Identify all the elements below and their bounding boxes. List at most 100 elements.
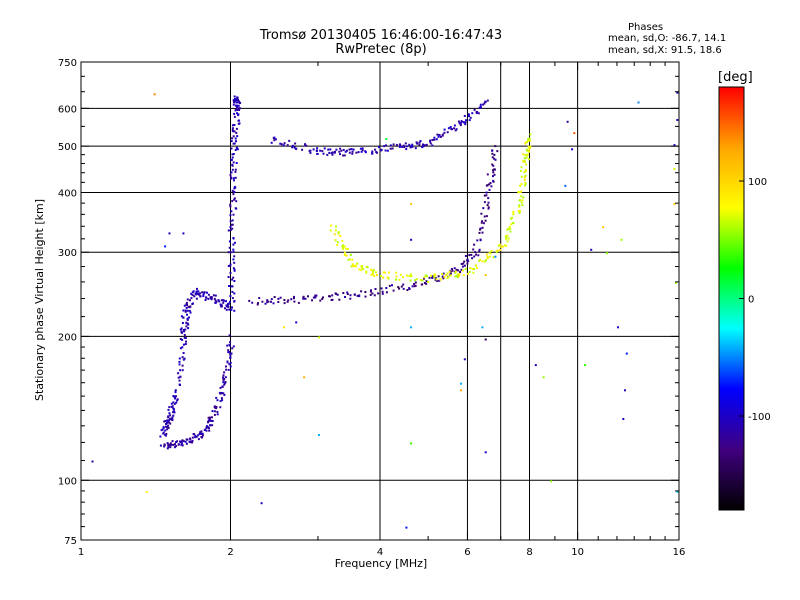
trace-point bbox=[228, 285, 230, 287]
trace-point bbox=[373, 294, 376, 297]
trace-point bbox=[423, 276, 426, 279]
trace-point bbox=[184, 343, 187, 345]
trace-point bbox=[210, 298, 213, 301]
trace-point bbox=[491, 152, 494, 155]
trace-point bbox=[235, 108, 238, 111]
trace-point bbox=[422, 145, 425, 148]
trace-point bbox=[505, 238, 508, 241]
trace-point bbox=[304, 144, 307, 147]
trace-point bbox=[172, 401, 175, 404]
trace-point bbox=[312, 148, 315, 151]
trace-point bbox=[229, 263, 232, 266]
trace-point bbox=[344, 247, 347, 250]
trace-point bbox=[400, 285, 403, 288]
trace-point bbox=[181, 364, 184, 367]
trace-point bbox=[382, 276, 385, 279]
trace-point bbox=[441, 273, 444, 276]
y-tick-label: 300 bbox=[58, 248, 77, 259]
trace-point bbox=[339, 235, 342, 237]
trace-point bbox=[333, 233, 336, 236]
trace-point bbox=[163, 420, 166, 423]
scatter-point bbox=[410, 442, 413, 445]
trace-point bbox=[457, 269, 460, 272]
trace-point bbox=[182, 316, 185, 319]
trace-point bbox=[225, 308, 228, 311]
trace-point bbox=[283, 302, 286, 305]
trace-point bbox=[524, 181, 527, 184]
trace-point bbox=[338, 150, 341, 153]
trace-point bbox=[459, 124, 462, 127]
trace-point bbox=[205, 429, 208, 432]
trace-point bbox=[312, 296, 315, 299]
chart-title: Tromsø 20130405 16:46:00-16:47:43 bbox=[259, 28, 503, 43]
trace-point bbox=[529, 146, 532, 149]
trace-point bbox=[194, 436, 197, 439]
trace-point bbox=[418, 141, 421, 144]
trace-point bbox=[261, 300, 264, 303]
trace-point bbox=[409, 146, 412, 149]
trace-point bbox=[229, 356, 232, 359]
trace-point bbox=[231, 130, 234, 133]
trace-point bbox=[389, 147, 392, 150]
trace-point bbox=[257, 302, 259, 305]
trace-point bbox=[166, 419, 169, 422]
trace-point bbox=[168, 412, 171, 415]
trace-point bbox=[520, 190, 523, 193]
trace-point bbox=[372, 270, 375, 273]
trace-point bbox=[451, 269, 454, 272]
trace-point bbox=[508, 226, 511, 229]
trace-point bbox=[410, 145, 412, 148]
trace-point bbox=[236, 96, 239, 99]
trace-point bbox=[169, 446, 172, 449]
trace-point bbox=[217, 299, 220, 302]
trace-point bbox=[166, 447, 169, 450]
trace-point bbox=[319, 299, 322, 302]
trace-point bbox=[227, 349, 230, 352]
scatter-point bbox=[410, 203, 413, 206]
trace-point bbox=[486, 257, 489, 260]
trace-point bbox=[203, 292, 206, 295]
trace-point bbox=[487, 197, 490, 200]
scatter-point bbox=[602, 226, 605, 229]
trace-point bbox=[293, 295, 295, 298]
trace-point bbox=[517, 191, 520, 194]
trace-point bbox=[402, 283, 405, 286]
trace-point bbox=[395, 271, 398, 274]
trace-point bbox=[521, 204, 524, 207]
trace-point bbox=[215, 407, 218, 410]
trace-point bbox=[229, 220, 232, 223]
trace-point bbox=[338, 298, 341, 301]
trace-point bbox=[164, 425, 167, 428]
scatter-point bbox=[673, 144, 676, 147]
trace-point bbox=[492, 175, 494, 178]
trace-point bbox=[297, 301, 300, 304]
trace-point bbox=[232, 213, 235, 216]
scatter-point bbox=[534, 364, 537, 367]
trace-point bbox=[509, 217, 512, 220]
trace-point bbox=[182, 440, 185, 443]
trace-point bbox=[211, 410, 214, 413]
trace-point bbox=[266, 299, 269, 302]
trace-point bbox=[183, 336, 186, 339]
trace-point bbox=[496, 150, 499, 153]
trace-point bbox=[523, 176, 526, 179]
trace-point bbox=[210, 296, 213, 298]
trace-point bbox=[179, 441, 182, 444]
trace-point bbox=[184, 440, 187, 443]
trace-point bbox=[421, 146, 424, 149]
trace-point bbox=[467, 272, 469, 275]
trace-point bbox=[482, 222, 485, 225]
trace-point bbox=[528, 137, 531, 140]
trace-point bbox=[201, 291, 204, 294]
trace-point bbox=[438, 134, 441, 137]
trace-point bbox=[282, 144, 285, 147]
trace-point bbox=[235, 99, 238, 102]
trace-point bbox=[231, 153, 234, 156]
trace-point bbox=[256, 303, 259, 306]
trace-point bbox=[175, 441, 178, 443]
trace-point bbox=[233, 300, 236, 303]
trace-point bbox=[208, 418, 211, 421]
trace-point bbox=[395, 278, 398, 281]
trace-point bbox=[446, 277, 449, 280]
phase-legend-title: Phases bbox=[628, 22, 664, 33]
